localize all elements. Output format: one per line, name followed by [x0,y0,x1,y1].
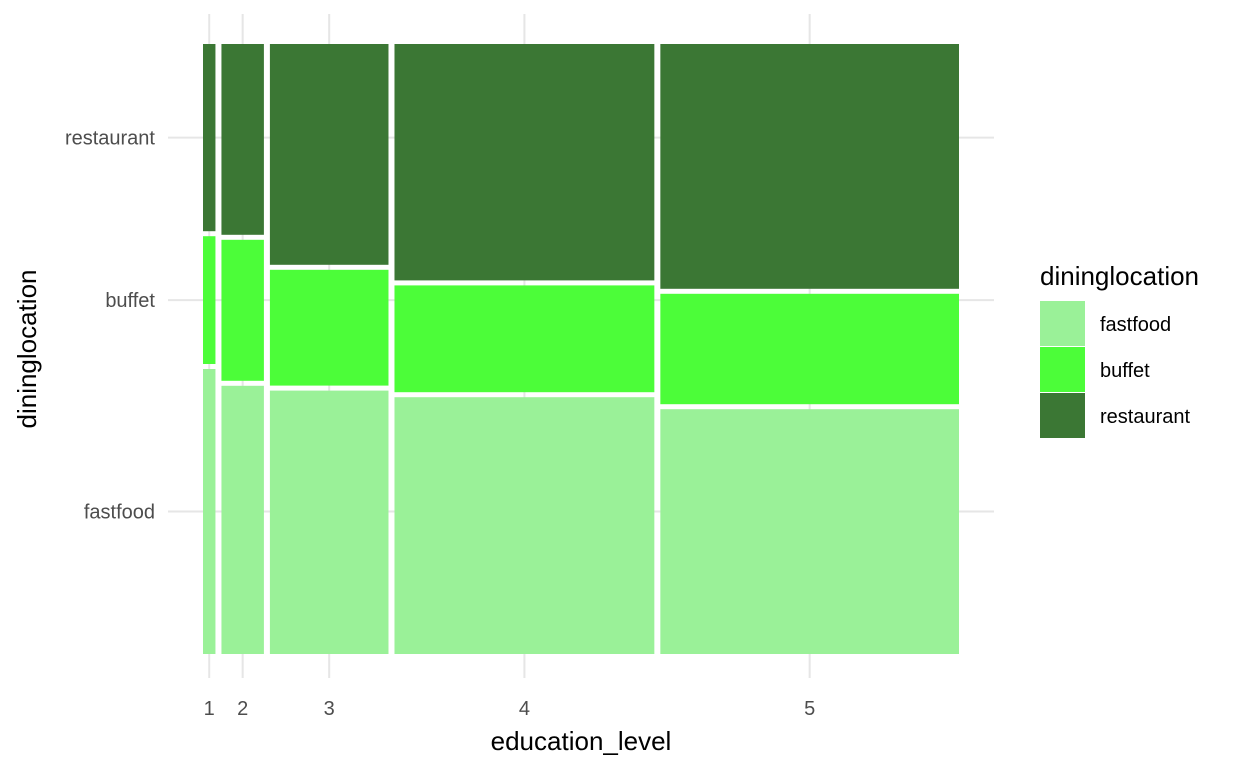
legend-swatch-buffet [1040,347,1085,392]
x-tick-label: 5 [804,698,815,720]
tile-fastfood-4 [394,397,655,654]
y-axis-ticks: fastfood buffet restaurant [65,128,155,524]
legend-swatch-fastfood [1040,301,1085,346]
legend-title: dininglocation [1040,261,1199,291]
y-tick-label: buffet [105,290,155,312]
y-tick-label: restaurant [65,128,155,150]
tile-buffet-1 [203,236,216,364]
x-tick-label: 1 [204,698,215,720]
legend-label-buffet: buffet [1100,360,1150,382]
tile-restaurant-2 [221,44,264,235]
y-tick-label: fastfood [84,502,155,524]
tile-buffet-3 [269,269,389,386]
tile-fastfood-1 [203,369,216,654]
x-axis-title: education_level [491,726,672,756]
tile-fastfood-3 [269,390,389,654]
x-tick-label: 3 [324,698,335,720]
tile-restaurant-1 [203,44,216,232]
y-axis-title: dininglocation [12,269,42,428]
mosaic-tiles [203,44,959,654]
tile-buffet-5 [660,293,959,405]
tile-fastfood-5 [660,409,959,654]
tile-restaurant-4 [394,44,655,281]
tile-fastfood-2 [221,385,264,654]
x-tick-label: 4 [519,698,530,720]
x-tick-label: 2 [237,698,248,720]
legend-label-fastfood: fastfood [1100,314,1171,336]
legend-label-restaurant: restaurant [1100,406,1190,428]
tile-restaurant-5 [660,44,959,289]
tile-buffet-4 [394,285,655,393]
legend: dininglocation fastfood buffet restaurant [1040,261,1199,438]
tile-buffet-2 [221,239,264,381]
legend-swatch-restaurant [1040,393,1085,438]
tile-restaurant-3 [269,44,389,265]
